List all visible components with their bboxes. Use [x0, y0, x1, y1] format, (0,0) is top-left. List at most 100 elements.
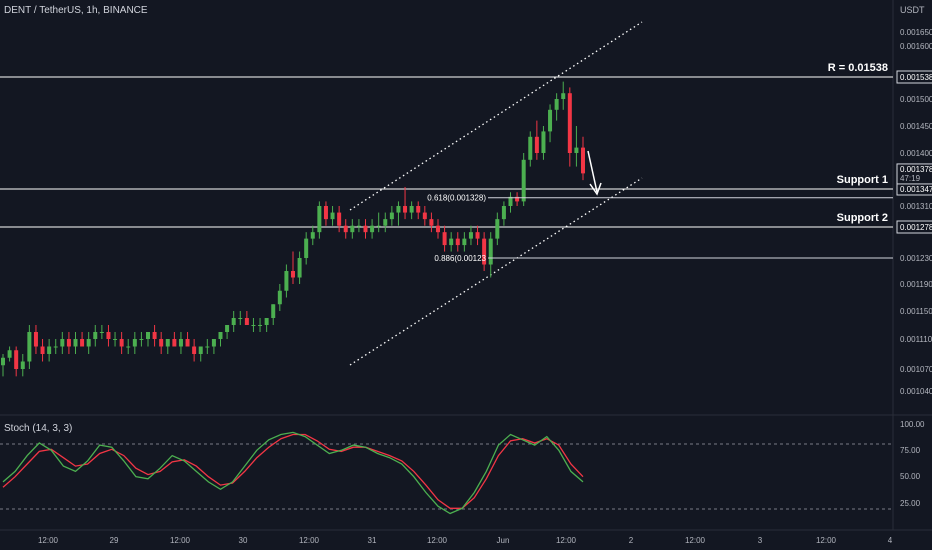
price-unit: USDT: [900, 5, 925, 15]
price-tick-label: 0.001538: [900, 73, 932, 82]
price-tick-label: 0.001347: [900, 185, 932, 194]
candle-body: [113, 339, 118, 340]
candle-body: [192, 346, 197, 354]
price-tick-label: 0.001310: [900, 202, 932, 211]
candle-body: [225, 325, 230, 332]
candle-body: [172, 339, 177, 347]
time-tick-label: 31: [368, 536, 377, 545]
candle-body: [297, 258, 302, 278]
time-tick-label: 2: [629, 536, 634, 545]
candle-body: [561, 93, 566, 99]
candle-body: [20, 361, 25, 369]
candle-body: [409, 206, 414, 213]
candle-body: [1, 357, 5, 366]
candle-body: [304, 238, 309, 258]
candles: [1, 81, 585, 377]
candle-body: [93, 332, 98, 339]
candle-body: [218, 332, 223, 339]
time-tick-label: 12:00: [556, 536, 577, 545]
candle-body: [581, 147, 585, 174]
level-label-support-1: Support 1: [837, 174, 888, 186]
candle-body: [554, 99, 559, 110]
candle-body: [429, 219, 434, 226]
time-tick-label: 12:00: [427, 536, 448, 545]
candle-body: [383, 219, 388, 226]
candle-body: [501, 206, 506, 220]
candle-body: [139, 339, 144, 340]
price-tick-label: 0.001278: [900, 223, 932, 232]
price-tick-label: 0.001230: [900, 254, 932, 263]
candle-body: [27, 332, 32, 362]
candle-body: [462, 238, 467, 246]
candle-body: [343, 225, 348, 233]
stoch-d-line: [2, 433, 584, 509]
candle-body: [258, 325, 263, 326]
candle-body: [284, 271, 289, 291]
candle-body: [251, 325, 256, 326]
candle-body: [436, 225, 440, 233]
candle-body: [66, 339, 71, 347]
candle-body: [468, 232, 473, 239]
candle-body: [521, 159, 526, 202]
candle-body: [356, 225, 361, 227]
candle-body: [442, 232, 447, 246]
indicator-title: Stoch (14, 3, 3): [4, 423, 73, 434]
current-price-label: 0.001378: [900, 165, 932, 174]
candle-body: [126, 346, 131, 348]
channel: [349, 21, 643, 366]
candle-body: [33, 332, 38, 347]
price-tick-label: 0.001150: [900, 307, 932, 316]
candle-body: [291, 271, 295, 278]
time-tick-label: 4: [888, 536, 893, 545]
time-tick-label: 3: [758, 536, 763, 545]
level-label-resistance: R = 0.01538: [828, 62, 888, 74]
candle-body: [488, 238, 493, 265]
fib-label: 0.886(0.00123: [434, 254, 486, 263]
candle-body: [508, 196, 513, 206]
level-label-support-2: Support 2: [837, 212, 888, 224]
candle-body: [99, 332, 104, 333]
price-label-box: [896, 70, 932, 84]
candle-body: [416, 206, 421, 213]
price-tick-label: 0.001110: [900, 335, 932, 344]
candle-body: [40, 346, 45, 354]
candle-body: [337, 212, 342, 226]
candle-body: [317, 206, 322, 233]
current-price-box: [896, 163, 932, 185]
candle-body: [528, 136, 533, 160]
candle-body: [60, 339, 65, 347]
candle-body: [211, 339, 216, 347]
candle-body: [515, 196, 520, 202]
candle-body: [238, 318, 243, 319]
time-tick-label: 12:00: [299, 536, 320, 545]
candle-body: [455, 238, 460, 246]
price-tick-label: 0.001500: [900, 95, 932, 104]
price-tick-label: 0.001070: [900, 365, 932, 374]
candle-body: [449, 238, 454, 246]
candle-body: [389, 212, 394, 220]
stoch-tick-label: 75.00: [900, 446, 921, 455]
time-tick-label: 12:00: [685, 536, 706, 545]
time-tick-label: 12:00: [170, 536, 191, 545]
time-axis: 12:00 29 12:00 30 12:00 31 12:00 Jun 12:00 2 12:00…: [0, 529, 932, 545]
stoch-k-line: [2, 431, 584, 515]
candle-body: [277, 290, 282, 305]
grid: [0, 0, 932, 530]
candle-body: [165, 339, 170, 347]
candle-body: [159, 339, 164, 347]
candle-body: [106, 332, 111, 339]
time-tick-label: 12:00: [816, 536, 837, 545]
candle-body: [244, 318, 249, 325]
stoch-tick-label: 50.00: [900, 472, 921, 481]
time-tick-label: 30: [239, 536, 248, 545]
candle-body: [370, 225, 375, 233]
stoch-tick-label: 25.00: [900, 499, 921, 508]
candle-body: [475, 232, 480, 239]
candle-body: [350, 225, 355, 233]
price-axis: 0.001650 0.001600 0.001538 0.001500 0.001450…: [896, 28, 932, 396]
candle-body: [330, 212, 335, 220]
candle-body: [363, 225, 368, 233]
candle-body: [310, 232, 315, 239]
candle-body: [541, 131, 546, 153]
